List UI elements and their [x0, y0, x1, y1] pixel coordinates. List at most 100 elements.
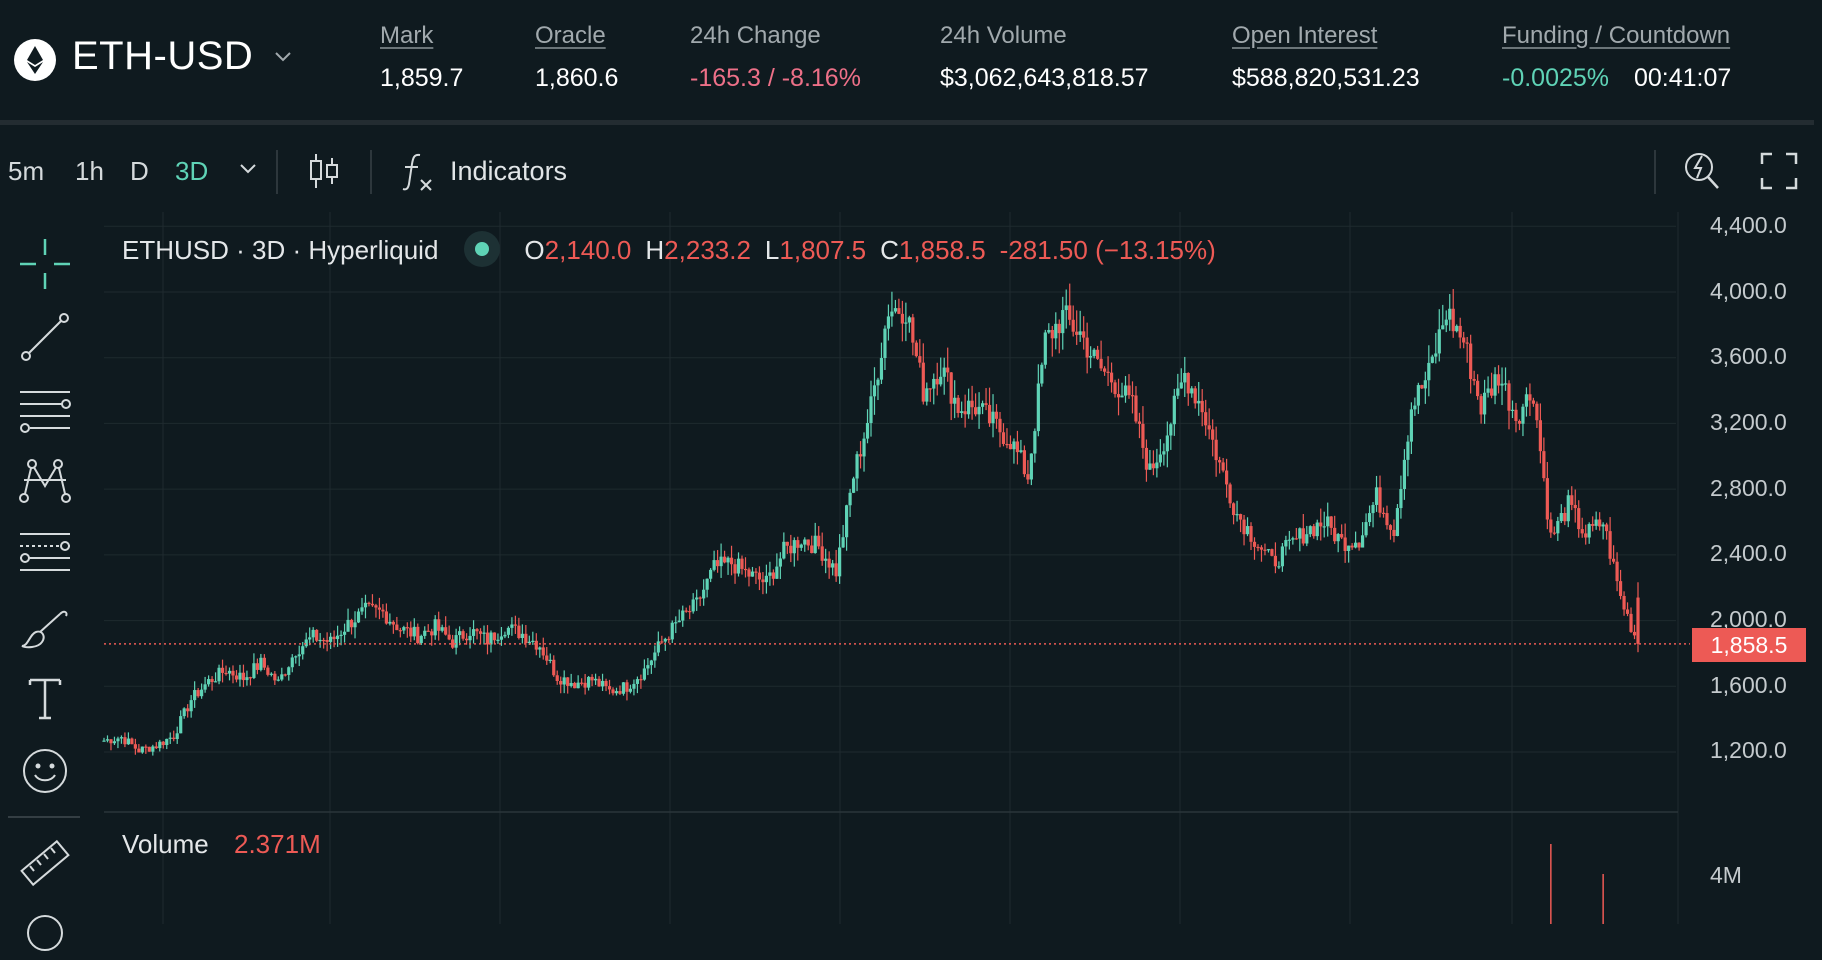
- funding-label[interactable]: Funding / Countdown: [1502, 22, 1731, 49]
- candles-icon[interactable]: [307, 150, 341, 192]
- candle-body: [1301, 528, 1305, 544]
- candle-body: [1451, 308, 1455, 332]
- candle-body: [524, 633, 528, 644]
- candle-body: [593, 678, 598, 681]
- candle-body: [1434, 353, 1438, 357]
- fullscreen-icon[interactable]: [1760, 152, 1798, 190]
- candle-body: [893, 308, 898, 312]
- candle-body: [876, 379, 880, 386]
- candle-body: [158, 741, 162, 749]
- timeframe-3d[interactable]: 3D: [175, 156, 209, 186]
- candle-body: [967, 400, 971, 415]
- candle-body: [820, 546, 824, 561]
- price-chart[interactable]: [0, 212, 1822, 924]
- candle-body: [848, 492, 852, 506]
- candle-body: [458, 631, 462, 636]
- candle-body: [1427, 362, 1431, 381]
- candle-body: [454, 635, 458, 648]
- candle-body: [656, 641, 660, 653]
- pair-selector[interactable]: ETH-USD: [72, 34, 254, 78]
- trend-line-icon[interactable]: [18, 310, 72, 364]
- candle-body: [1092, 349, 1096, 357]
- candle-body: [583, 682, 587, 688]
- candle-body: [1598, 519, 1602, 527]
- candle-body: [1360, 535, 1365, 548]
- open-key: O: [524, 234, 545, 265]
- candle-body: [1556, 521, 1560, 534]
- candle-body: [342, 631, 347, 635]
- candle-body: [1416, 385, 1420, 406]
- candle-body: [220, 667, 225, 673]
- candle-body: [1022, 450, 1026, 475]
- crosshair-icon[interactable]: [18, 237, 72, 291]
- function-icon[interactable]: [400, 150, 436, 194]
- candle-body: [1357, 542, 1361, 548]
- candle-body: [478, 631, 483, 634]
- timeframe-d[interactable]: D: [130, 156, 149, 186]
- candle-body: [771, 572, 775, 579]
- status-dot-icon[interactable]: [464, 231, 501, 267]
- candle-body: [451, 639, 455, 648]
- timeframe-5m[interactable]: 5m: [8, 156, 45, 186]
- candle-body: [538, 647, 542, 650]
- candle-body: [1273, 555, 1278, 567]
- candle-body: [1047, 329, 1051, 333]
- candle-body: [1489, 388, 1494, 396]
- oracle-label[interactable]: Oracle: [535, 22, 606, 49]
- candle-body: [1259, 547, 1264, 550]
- candle-body: [1266, 549, 1271, 551]
- candle-body: [799, 544, 803, 548]
- candle-body: [918, 356, 922, 363]
- candle-body: [600, 680, 605, 687]
- chevron-down-icon[interactable]: [273, 50, 293, 64]
- indicators-button[interactable]: Indicators: [450, 156, 568, 186]
- candle-body: [1326, 516, 1330, 527]
- candle-body: [1524, 394, 1529, 407]
- text-tool-icon[interactable]: [18, 672, 72, 726]
- candle-body: [1130, 395, 1135, 397]
- pattern-icon[interactable]: [18, 454, 72, 508]
- candle-body: [1458, 325, 1462, 338]
- candle-body: [1102, 368, 1107, 372]
- candle-body: [527, 641, 531, 644]
- candle-body: [269, 673, 273, 675]
- candle-body: [1399, 489, 1403, 509]
- candle-body: [716, 560, 720, 567]
- candle-body: [890, 311, 894, 317]
- candle-body: [872, 385, 877, 397]
- candle-body: [1545, 478, 1549, 520]
- candle-body: [1594, 519, 1598, 526]
- candle-body: [587, 676, 591, 688]
- emoji-icon[interactable]: [18, 744, 72, 798]
- candle-body: [1040, 364, 1044, 384]
- candle-body: [757, 572, 762, 580]
- candle-body: [126, 738, 131, 745]
- candle-body: [942, 367, 946, 377]
- candle-body: [1462, 337, 1466, 343]
- candle-body: [266, 667, 270, 675]
- candle-body: [405, 627, 409, 629]
- timeframe-1h[interactable]: 1h: [75, 156, 104, 186]
- volume-24h-value: $3,062,643,818.57: [940, 64, 1149, 92]
- y-tick: 3,200.0: [1710, 409, 1787, 435]
- candle-body: [1441, 325, 1445, 330]
- horizontal-lines-icon[interactable]: [18, 382, 72, 436]
- candle-body: [301, 646, 305, 655]
- candle-body: [691, 599, 695, 612]
- candle-body: [963, 411, 967, 415]
- ruler-icon[interactable]: [18, 836, 72, 890]
- candle-body: [1507, 383, 1511, 411]
- brush-icon[interactable]: [18, 600, 72, 654]
- chart-toolbar: 5m 1h D 3D Indicators: [0, 130, 1822, 212]
- candle-body: [140, 746, 144, 753]
- chevron-down-icon[interactable]: [238, 162, 258, 176]
- fib-retracement-icon[interactable]: [18, 526, 72, 580]
- candle-body: [1113, 382, 1117, 395]
- toolbar-divider: [370, 150, 372, 194]
- candle-body: [879, 357, 884, 380]
- quick-search-icon[interactable]: [1682, 148, 1722, 192]
- ohlc-legend: ETHUSD · 3D · Hyperliquid O2,140.0 H2,233.…: [122, 231, 1230, 270]
- mark-label[interactable]: Mark: [380, 22, 434, 49]
- candle-body: [144, 746, 148, 748]
- open-interest-label[interactable]: Open Interest: [1232, 22, 1378, 49]
